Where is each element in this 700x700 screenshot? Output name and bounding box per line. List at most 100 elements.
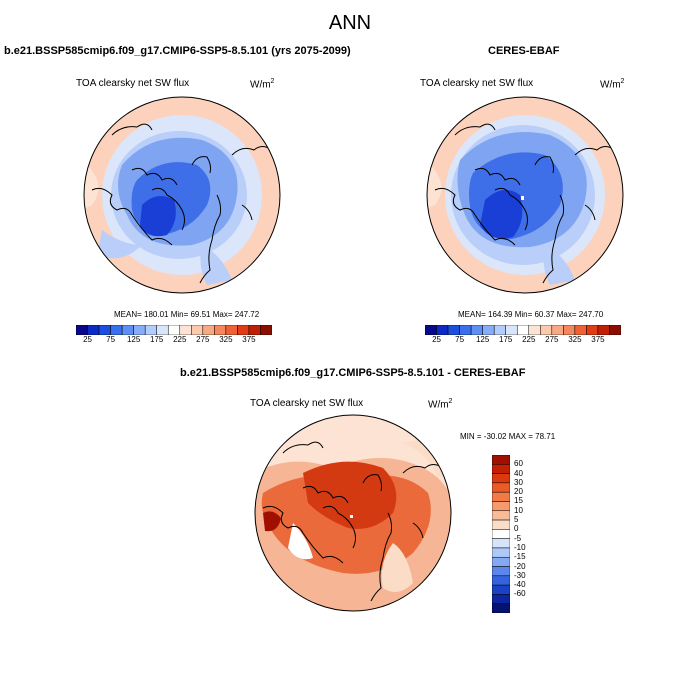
colorbar-swatch bbox=[237, 324, 250, 336]
colorbar-swatch bbox=[491, 482, 511, 493]
colorbar-tick-label: -5 bbox=[514, 533, 522, 543]
colorbar-tick-label: 20 bbox=[514, 487, 523, 497]
colorbar-swatch bbox=[75, 324, 88, 336]
colorbar-swatch bbox=[491, 473, 511, 484]
colorbar-swatch bbox=[144, 324, 157, 336]
colorbar-swatch bbox=[260, 324, 273, 336]
colorbar-tick-label: 275 bbox=[545, 335, 559, 344]
panel2-units: W/m2 bbox=[600, 78, 625, 91]
colorbar-tick-label: 275 bbox=[196, 335, 210, 344]
panel1-title: b.e21.BSSP585cmip6.f09_g17.CMIP6-SSP5-8.… bbox=[4, 45, 351, 57]
colorbar-swatch bbox=[516, 324, 530, 336]
colorbar-swatch bbox=[491, 575, 511, 586]
colorbar-tick-label: 75 bbox=[455, 335, 465, 344]
colorbar-tick-label: -60 bbox=[514, 589, 526, 599]
colorbar-swatch bbox=[540, 324, 553, 336]
main-title: ANN bbox=[328, 12, 372, 34]
colorbar-swatch bbox=[447, 324, 460, 336]
colorbar-swatch bbox=[574, 324, 587, 336]
colorbar-swatch bbox=[491, 556, 511, 567]
colorbar-swatch bbox=[491, 547, 511, 558]
colorbar-swatch bbox=[98, 324, 111, 336]
colorbar-tick-label: 325 bbox=[219, 335, 233, 344]
colorbar-tick-label: 175 bbox=[150, 335, 164, 344]
colorbar-swatch bbox=[491, 501, 511, 512]
panel3-variable: TOA clearsky net SW flux bbox=[250, 398, 364, 409]
panel1-units: W/m2 bbox=[250, 78, 275, 91]
panel3-stats: MIN = -30.02 MAX = 78.71 bbox=[460, 432, 556, 441]
colorbar-swatch bbox=[459, 324, 472, 336]
panel1-colorbar-ticks: 25 75 125 175 225 275 325 375 bbox=[76, 335, 272, 347]
colorbar-tick-label: 325 bbox=[568, 335, 582, 344]
panel1-polar-map bbox=[83, 96, 281, 294]
colorbar-swatch bbox=[491, 464, 511, 474]
colorbar-swatch bbox=[470, 324, 483, 336]
colorbar-swatch bbox=[528, 324, 541, 336]
colorbar-swatch bbox=[491, 584, 511, 595]
colorbar-tick-label: 10 bbox=[514, 505, 523, 515]
colorbar-swatch bbox=[491, 566, 511, 577]
colorbar-swatch bbox=[202, 324, 215, 336]
colorbar-swatch bbox=[225, 324, 238, 336]
colorbar-swatch bbox=[609, 324, 622, 336]
colorbar-swatch bbox=[551, 324, 564, 336]
colorbar-tick-label: 175 bbox=[499, 335, 513, 344]
colorbar-tick-label: 25 bbox=[83, 335, 92, 344]
colorbar-tick-label: -15 bbox=[514, 552, 526, 562]
colorbar-tick-label: -10 bbox=[514, 542, 526, 552]
colorbar-swatch bbox=[491, 519, 511, 530]
colorbar-swatch bbox=[156, 324, 169, 336]
colorbar-swatch bbox=[133, 324, 146, 336]
colorbar-tick-label: 40 bbox=[514, 468, 523, 478]
colorbar-tick-label: 225 bbox=[522, 335, 536, 344]
panel2-stats: MEAN= 164.39 Min= 60.37 Max= 247.70 bbox=[458, 310, 604, 319]
colorbar-swatch bbox=[110, 324, 123, 336]
panel3-polar-map bbox=[254, 414, 452, 612]
colorbar-swatch bbox=[214, 324, 227, 336]
colorbar-swatch bbox=[248, 324, 261, 336]
colorbar-tick-label: 375 bbox=[242, 335, 256, 344]
colorbar-tick-label: 0 bbox=[514, 524, 519, 534]
panel1-colorbar bbox=[75, 322, 273, 336]
colorbar-tick-label: 125 bbox=[475, 335, 490, 344]
colorbar-swatch bbox=[121, 324, 134, 336]
colorbar-tick-label: 5 bbox=[514, 515, 519, 525]
panel3-colorbar bbox=[491, 454, 511, 614]
colorbar-tick-label: 225 bbox=[173, 335, 187, 344]
colorbar-swatch bbox=[505, 324, 518, 336]
colorbar-swatch bbox=[491, 529, 511, 539]
colorbar-swatch bbox=[493, 324, 506, 336]
colorbar-swatch bbox=[491, 594, 511, 604]
colorbar-swatch bbox=[436, 324, 449, 336]
panel1-stats: MEAN= 180.01 Min= 69.51 Max= 247.72 bbox=[114, 310, 260, 319]
colorbar-tick-label: 15 bbox=[514, 496, 523, 506]
panel2-title: CERES-EBAF bbox=[488, 45, 560, 57]
colorbar-swatch bbox=[563, 324, 576, 336]
colorbar-tick-label: -30 bbox=[514, 570, 526, 580]
panel3-colorbar-ticks: 60 40 30 20 15 10 5 0 -5 -10 -15 -20 -30 -40 -60 bbox=[514, 455, 544, 613]
colorbar-swatch bbox=[586, 324, 599, 336]
panel1-variable: TOA clearsky net SW flux bbox=[76, 78, 190, 89]
colorbar-swatch bbox=[87, 324, 100, 336]
panel2-polar-map bbox=[426, 96, 624, 294]
panel2-colorbar-ticks: 25 75 125 175 225 275 325 375 bbox=[425, 335, 621, 347]
colorbar-tick-label: 75 bbox=[106, 335, 116, 344]
panel3-title: b.e21.BSSP585cmip6.f09_g17.CMIP6-SSP5-8.… bbox=[180, 367, 526, 379]
colorbar-swatch bbox=[191, 324, 204, 336]
colorbar-swatch bbox=[491, 491, 511, 502]
panel3-units: W/m2 bbox=[428, 398, 453, 411]
colorbar-swatch bbox=[491, 510, 511, 521]
colorbar-tick-label: -40 bbox=[514, 580, 526, 590]
colorbar-tick-label: 125 bbox=[126, 335, 141, 344]
panel2-colorbar bbox=[424, 322, 622, 336]
colorbar-swatch bbox=[597, 324, 610, 336]
colorbar-swatch bbox=[179, 324, 192, 336]
colorbar-swatch bbox=[491, 538, 511, 549]
colorbar-swatch bbox=[491, 454, 511, 465]
colorbar-swatch bbox=[167, 324, 181, 336]
colorbar-swatch bbox=[424, 324, 437, 336]
panel2-variable: TOA clearsky net SW flux bbox=[420, 78, 534, 89]
colorbar-tick-label: 60 bbox=[514, 459, 523, 469]
colorbar-swatch bbox=[482, 324, 495, 336]
colorbar-swatch bbox=[491, 603, 511, 614]
